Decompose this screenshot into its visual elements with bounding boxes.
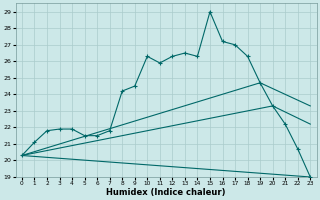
X-axis label: Humidex (Indice chaleur): Humidex (Indice chaleur) [106, 188, 226, 197]
